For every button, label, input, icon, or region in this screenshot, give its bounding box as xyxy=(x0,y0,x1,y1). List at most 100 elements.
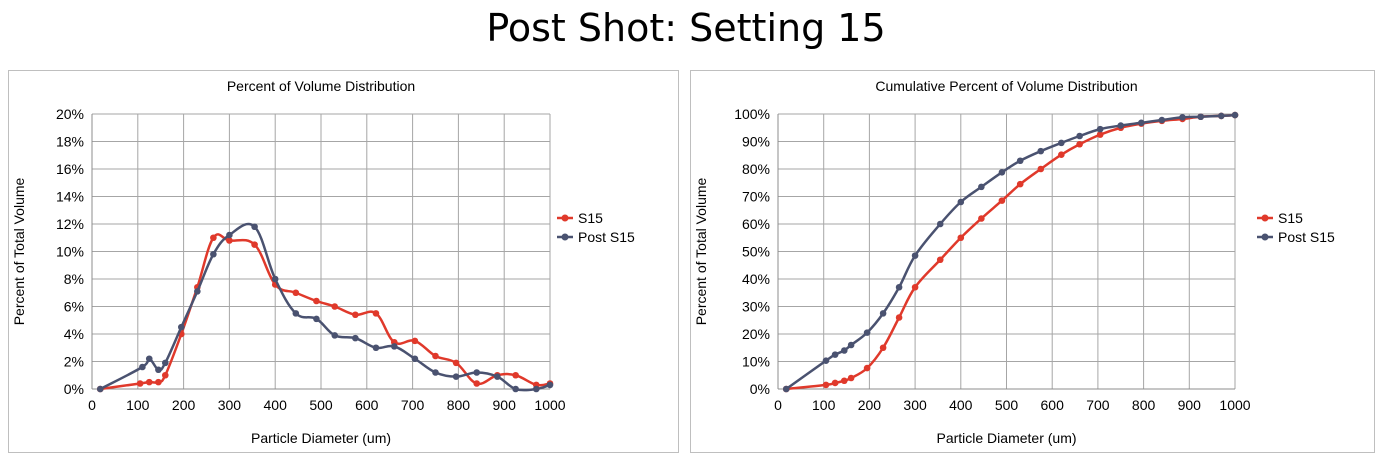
chart-volume-distribution: Percent of Volume Distribution 0 100 200 300… xyxy=(11,78,635,446)
legend-label: S15 xyxy=(1278,210,1303,226)
y-tick-label: 90% xyxy=(742,134,770,150)
data-point xyxy=(96,385,104,393)
y-tick-label: 30% xyxy=(742,299,770,315)
data-point xyxy=(1117,122,1125,129)
data-point xyxy=(1016,157,1024,165)
y-tick-label: 20% xyxy=(742,326,770,342)
data-point xyxy=(1037,147,1045,155)
data-point xyxy=(372,344,380,352)
data-point xyxy=(494,373,501,380)
chart-panel-volume-distribution: Percent of Volume Distribution 0 100 200 300… xyxy=(8,70,679,453)
data-point xyxy=(226,237,233,244)
y-tick-label: 2% xyxy=(64,354,84,370)
data-point xyxy=(194,288,201,295)
data-point xyxy=(957,198,965,206)
data-point xyxy=(331,303,339,310)
y-tick-label: 10% xyxy=(742,354,770,370)
data-point xyxy=(847,341,855,349)
chart-cumulative-distribution: Cumulative Percent of Volume Distributio… xyxy=(693,78,1335,446)
data-point xyxy=(1096,125,1104,133)
data-point xyxy=(998,197,1006,204)
data-point xyxy=(546,381,554,389)
legend-label: Post S15 xyxy=(578,229,635,245)
x-tick-label: 900 xyxy=(1178,397,1202,413)
x-tick-label: 1000 xyxy=(534,397,565,413)
y-tick-label: 12% xyxy=(56,216,84,232)
data-point xyxy=(372,310,380,317)
x-tick-label: 800 xyxy=(447,397,471,413)
data-point xyxy=(1076,140,1083,148)
data-point xyxy=(292,289,300,297)
x-tick-label: 700 xyxy=(1086,397,1110,413)
data-point xyxy=(155,378,162,386)
data-point xyxy=(352,334,359,342)
x-tick-label: 600 xyxy=(355,397,379,413)
x-tick-label: 600 xyxy=(1041,397,1065,413)
x-tick-label: 800 xyxy=(1132,397,1156,413)
series-line xyxy=(785,113,1236,391)
data-point xyxy=(136,380,144,387)
legend-marker xyxy=(1261,233,1269,241)
y-tick-label: 16% xyxy=(56,161,84,177)
legend-marker xyxy=(1261,214,1269,222)
data-point xyxy=(251,223,258,231)
x-axis-label: Particle Diameter (um) xyxy=(251,430,391,446)
y-axis-label: Percent of Total Volume xyxy=(11,177,27,325)
data-point xyxy=(1231,111,1239,119)
y-tick-label: 60% xyxy=(742,216,770,232)
data-point xyxy=(139,363,146,371)
data-point xyxy=(831,351,839,358)
chart-title: Cumulative Percent of Volume Distributio… xyxy=(875,78,1137,94)
y-tick-label: 100% xyxy=(734,106,770,122)
data-point xyxy=(831,379,839,387)
data-point xyxy=(1179,114,1186,121)
data-point xyxy=(936,256,944,264)
chart-title: Percent of Volume Distribution xyxy=(227,78,415,94)
data-point xyxy=(161,371,169,379)
data-point xyxy=(847,374,855,382)
data-point xyxy=(879,344,887,352)
x-tick-label: 500 xyxy=(309,397,333,413)
series-post-s15 xyxy=(96,222,554,393)
data-point xyxy=(532,385,540,393)
legend-label: Post S15 xyxy=(1278,229,1335,245)
y-tick-label: 8% xyxy=(64,271,84,287)
data-point xyxy=(863,329,871,336)
x-tick-label: 300 xyxy=(218,397,242,413)
page-title: Post Shot: Setting 15 xyxy=(486,6,886,50)
x-tick-label: 700 xyxy=(401,397,425,413)
data-point xyxy=(1037,165,1045,173)
data-point xyxy=(210,250,217,258)
data-point xyxy=(1096,131,1104,138)
y-tick-label: 0% xyxy=(64,381,84,397)
data-point xyxy=(895,314,903,321)
x-tick-label: 100 xyxy=(812,397,836,413)
data-point xyxy=(863,364,871,372)
data-point xyxy=(292,310,300,317)
x-tick-label: 200 xyxy=(858,397,882,413)
y-tick-label: 80% xyxy=(742,161,770,177)
x-tick-label: 300 xyxy=(903,397,927,413)
series-s15 xyxy=(782,111,1239,393)
data-point xyxy=(155,366,162,374)
x-tick-label: 0 xyxy=(88,397,96,413)
data-point xyxy=(161,359,169,367)
data-point xyxy=(226,231,233,239)
data-point xyxy=(822,357,830,364)
data-point xyxy=(411,337,419,345)
data-point xyxy=(145,378,153,386)
y-axis-label: Percent of Total Volume xyxy=(693,177,709,325)
y-tick-label: 18% xyxy=(56,134,84,150)
data-point xyxy=(331,332,339,339)
y-tick-label: 0% xyxy=(750,381,770,397)
data-point xyxy=(452,359,460,367)
series-line xyxy=(99,222,551,392)
series-post-s15 xyxy=(782,111,1239,393)
data-point xyxy=(271,275,279,283)
data-point xyxy=(879,310,887,317)
data-point xyxy=(512,385,519,393)
data-point xyxy=(145,355,153,363)
x-tick-label: 500 xyxy=(995,397,1019,413)
data-point xyxy=(840,347,848,354)
data-point xyxy=(1197,113,1205,121)
